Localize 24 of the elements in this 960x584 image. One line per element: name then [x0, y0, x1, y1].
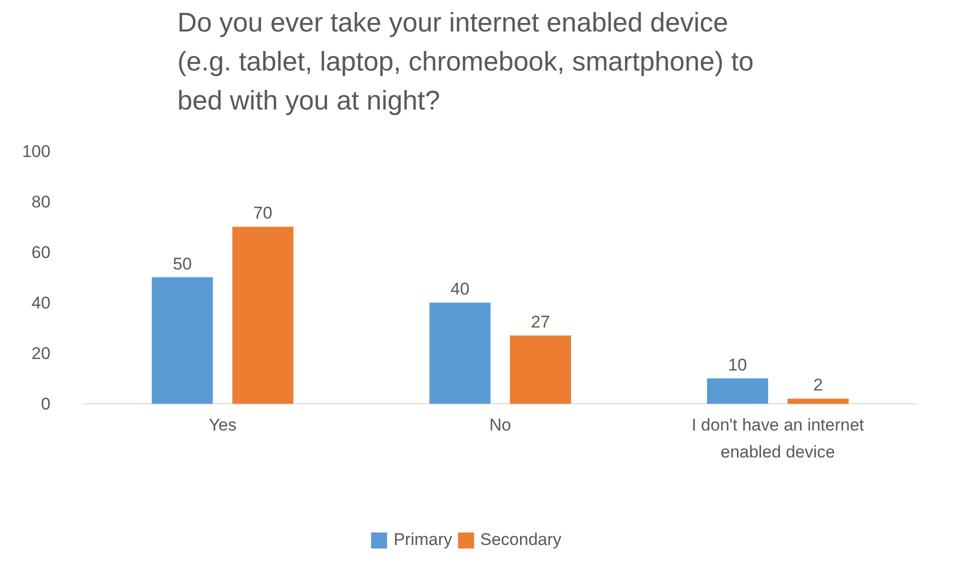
legend-label: Secondary [480, 530, 562, 550]
data-label: 40 [450, 280, 470, 299]
x-tick-label: Yes [208, 416, 236, 435]
bar [152, 277, 213, 404]
data-label: 50 [172, 254, 192, 274]
y-tick-label: 60 [32, 242, 50, 262]
data-label: 10 [728, 355, 748, 374]
y-tick-label: 100 [22, 142, 50, 161]
legend-label: Primary [394, 530, 452, 550]
y-tick-label: 80 [32, 192, 50, 212]
x-tick-label: I don't have an internet enabled device [692, 416, 864, 462]
bar [510, 335, 571, 404]
data-label: 27 [531, 312, 550, 332]
bar [788, 398, 849, 404]
bar [707, 378, 768, 404]
y-tick-label: 0 [41, 394, 50, 414]
data-label: 70 [253, 204, 272, 223]
y-tick-label: 20 [32, 344, 50, 364]
chart-title: Do you ever take your internet enabled device (e.g. tablet, laptop, chromebook, smartphone) to bed with you at night? [177, 8, 754, 116]
bar [429, 302, 490, 404]
x-tick-label: No [489, 416, 512, 435]
data-label: 2 [813, 376, 823, 395]
y-tick-label: 40 [32, 294, 50, 313]
bar [232, 226, 294, 404]
